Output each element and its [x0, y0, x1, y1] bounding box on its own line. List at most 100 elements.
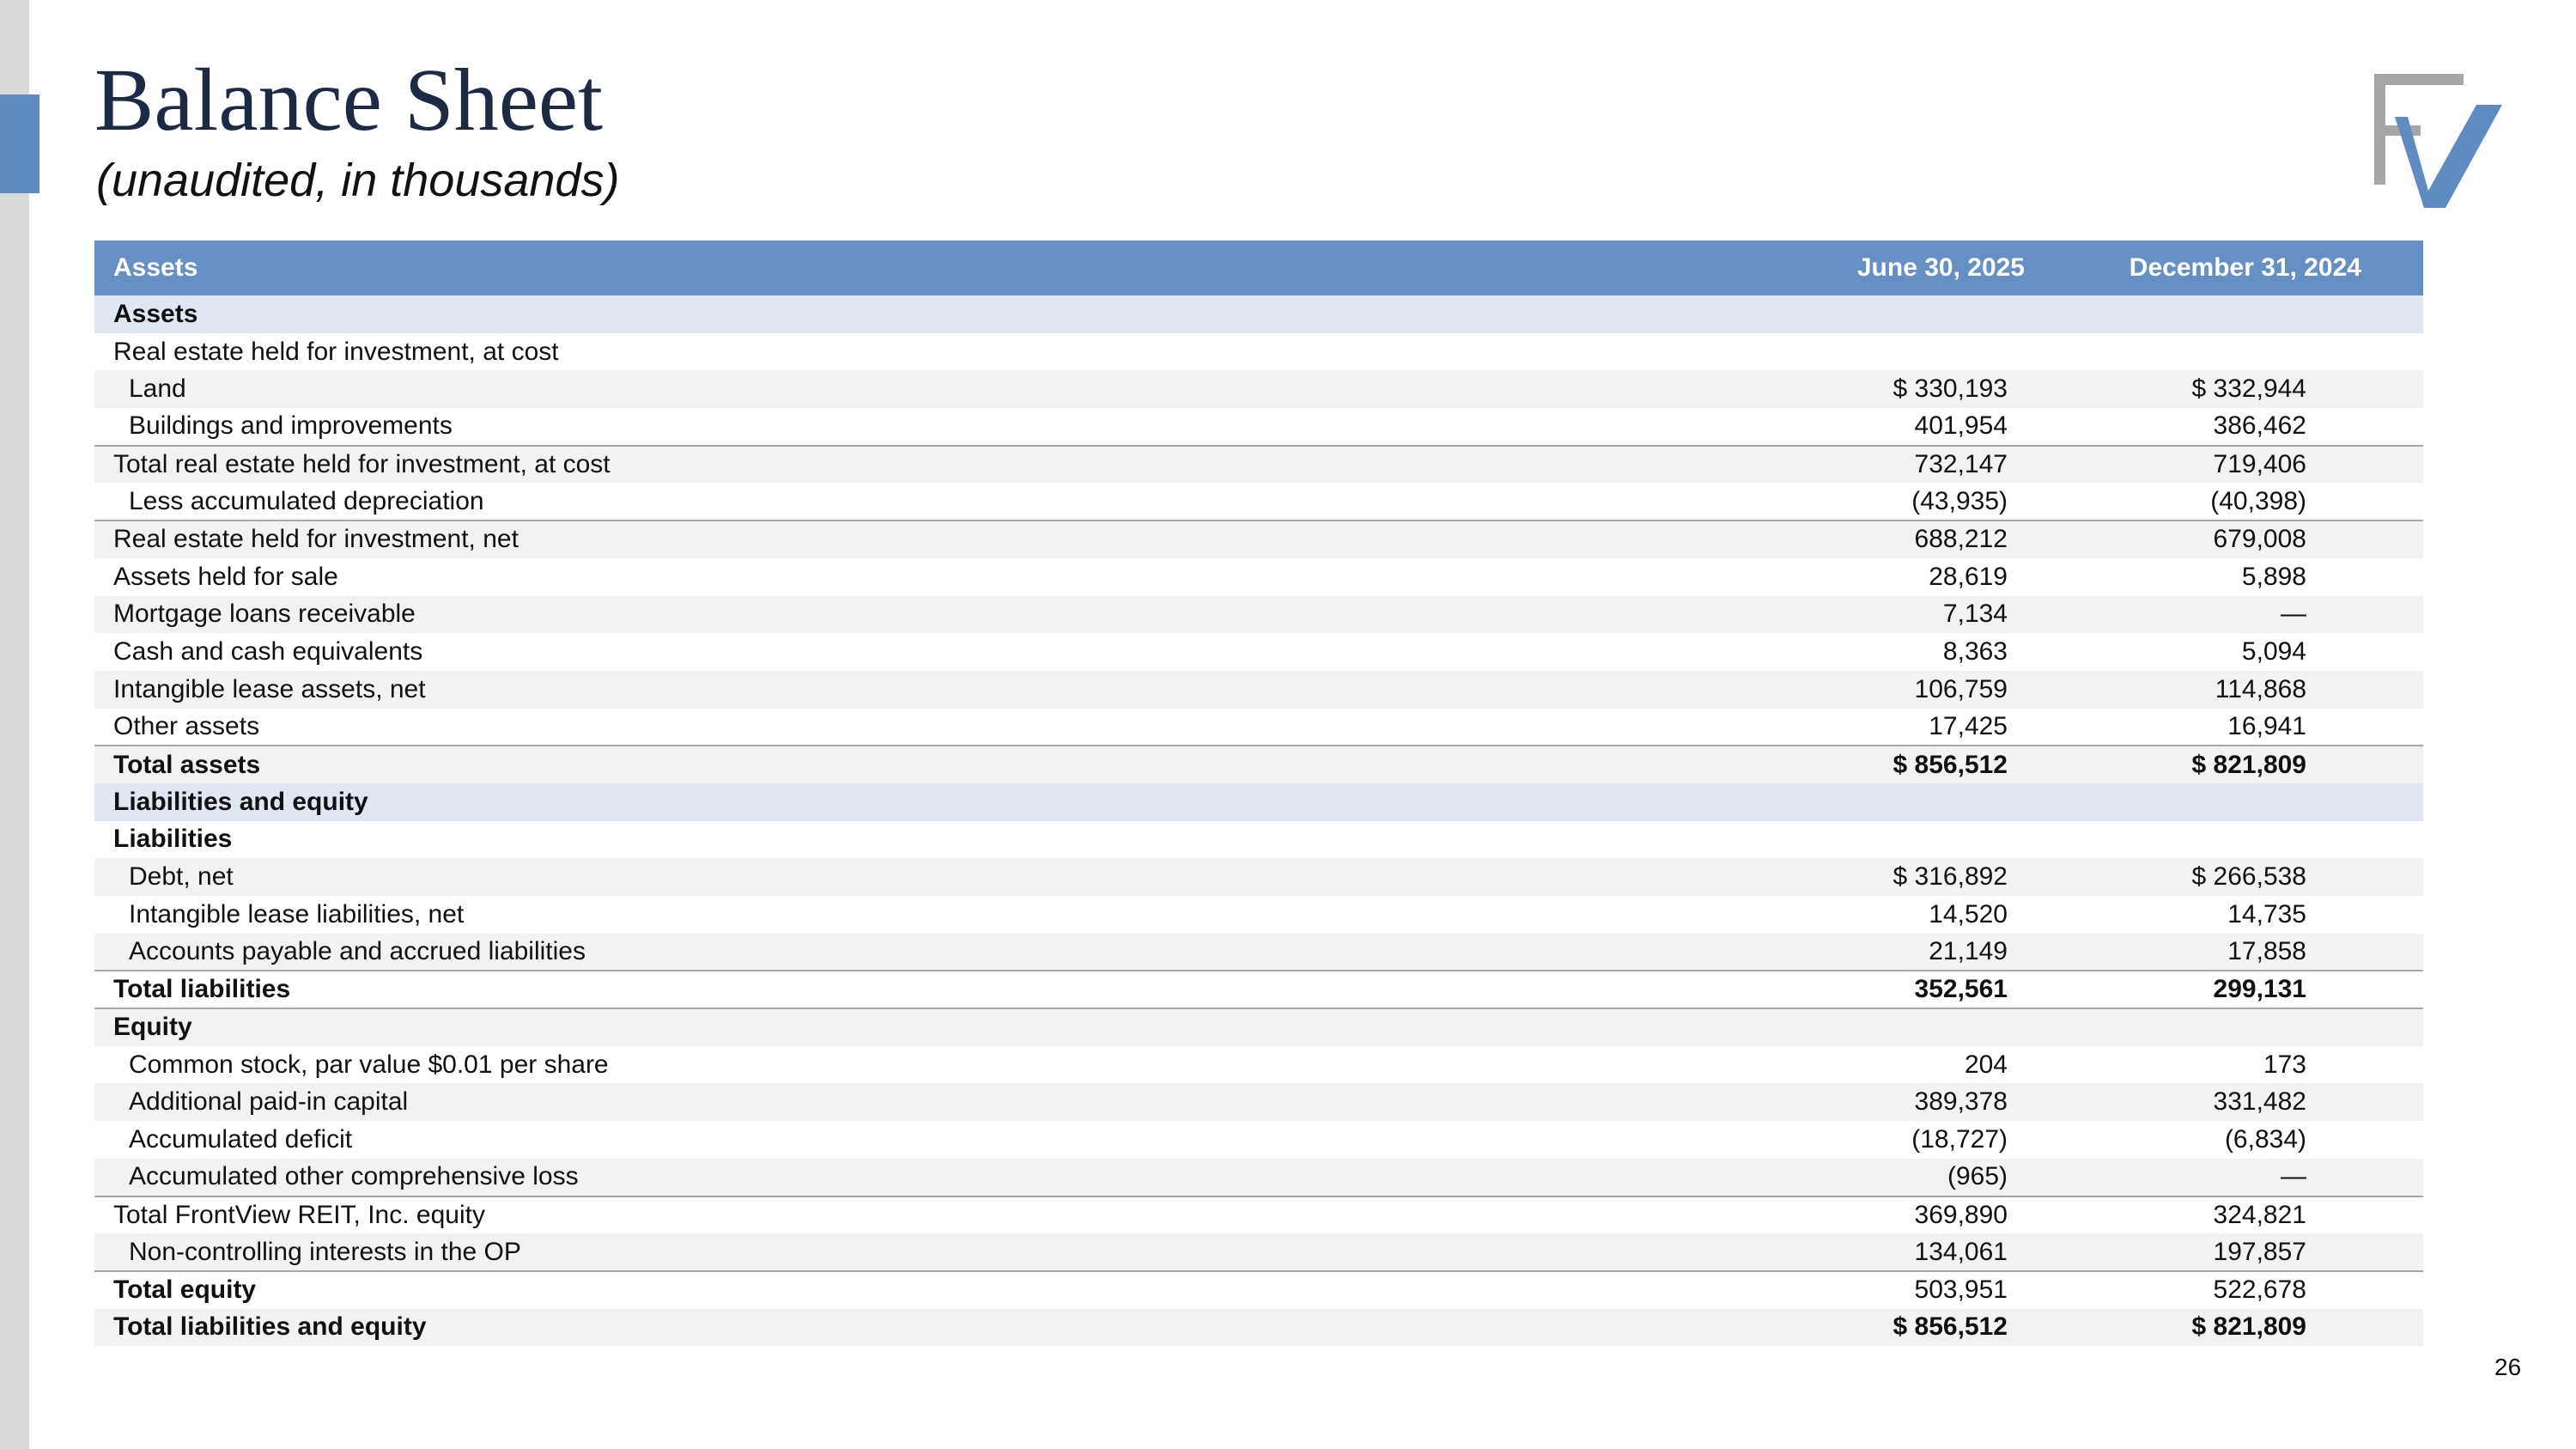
row-value-december-2024: $ 821,809: [2061, 745, 2423, 783]
page-subtitle: (unaudited, in thousands): [96, 155, 620, 206]
row-label: Assets held for sale: [113, 562, 338, 591]
row-label: Debt, net: [129, 862, 234, 892]
table-row: Real estate held for investment, at cost: [94, 332, 2423, 371]
row-value-june-2025: 14,520: [1929, 899, 2008, 928]
row-value-december-2024: [2061, 783, 2423, 821]
left-accent-bar: [0, 94, 39, 193]
row-value-june-2025: 28,619: [1929, 562, 2008, 591]
row-label: Total equity: [94, 1269, 1717, 1309]
row-label: Other assets: [113, 711, 260, 740]
row-value-december-2024: 679,008: [2061, 520, 2423, 558]
row-value-june-2025: [1717, 295, 2061, 333]
row-label: Non-controlling interests in the OP: [129, 1237, 521, 1266]
row-label: Total real estate held for investment, a…: [94, 444, 1717, 484]
row-value-december-2024: 114,868: [2215, 674, 2306, 703]
row-value-june-2025: 106,759: [1914, 674, 2008, 703]
row-value-december-2024: —: [2281, 600, 2306, 629]
row-value-december-2024: 299,131: [2061, 970, 2423, 1009]
row-value-june-2025: (965): [1947, 1162, 2008, 1191]
row-value-june-2025: [1717, 333, 2061, 371]
table-row: Land $ 330,193 $ 332,944: [94, 370, 2423, 409]
section-row-liabilities-and-equity: Liabilities and equity: [94, 782, 2423, 821]
column-header-label: Assets: [113, 253, 198, 282]
row-label: Additional paid-in capital: [129, 1087, 409, 1117]
row-label: Common stock, par value $0.01 per share: [129, 1050, 609, 1079]
row-value-june-2025: 369,890: [1717, 1195, 2061, 1234]
row-label: Total liabilities: [94, 970, 1717, 1009]
row-value-december-2024: 5,898: [2241, 562, 2306, 591]
row-label: Intangible lease liabilities, net: [129, 899, 465, 928]
row-value-june-2025: [1717, 783, 2061, 821]
row-value-june-2025: $ 330,193: [1893, 374, 2008, 404]
row-value-december-2024: 17,858: [2227, 937, 2306, 966]
row-label: Total liabilities and equity: [113, 1312, 427, 1342]
row-label: Land: [129, 374, 186, 404]
row-value-december-2024: [2061, 1008, 2423, 1046]
subtotal-row: Total FrontView REIT, Inc. equity 369,89…: [94, 1195, 2423, 1234]
table-row: Less accumulated depreciation (43,935) (…: [94, 483, 2423, 521]
balance-sheet-table: Assets June 30, 2025 December 31, 2024 A…: [94, 240, 2423, 1347]
row-value-june-2025: 503,951: [1717, 1269, 2061, 1309]
table-row: Accumulated deficit (18,727) (6,834): [94, 1121, 2423, 1159]
left-rail-decoration: [0, 0, 29, 1449]
total-row-liabilities-and-equity: Total liabilities and equity $ 856,512 $…: [94, 1308, 2423, 1347]
row-value-december-2024: 719,406: [2061, 444, 2423, 484]
total-row-liabilities: Total liabilities 352,561 299,131: [94, 970, 2423, 1009]
row-value-december-2024: 5,094: [2241, 637, 2306, 667]
table-row: Additional paid-in capital 389,378 331,4…: [94, 1083, 2423, 1122]
row-value-december-2024: —: [2281, 1162, 2306, 1191]
row-label: Cash and cash equivalents: [113, 637, 423, 667]
row-value-june-2025: 134,061: [1914, 1237, 2008, 1266]
table-row: Other assets 17,425 16,941: [94, 708, 2423, 746]
row-label: Equity: [94, 1008, 1717, 1046]
row-value-december-2024: [2061, 821, 2423, 859]
row-label: Less accumulated depreciation: [129, 486, 484, 515]
row-value-december-2024: (6,834): [2224, 1124, 2306, 1154]
subsection-row-equity: Equity: [94, 1008, 2423, 1046]
subtotal-row: Real estate held for investment, net 688…: [94, 520, 2423, 558]
row-value-june-2025: (43,935): [1911, 486, 2008, 515]
table-row: Buildings and improvements 401,954 386,4…: [94, 408, 2423, 446]
table-row: Intangible lease liabilities, net 14,520…: [94, 896, 2423, 934]
row-label: Accumulated other comprehensive loss: [129, 1162, 579, 1191]
table-row: Common stock, par value $0.01 per share …: [94, 1045, 2423, 1084]
row-label: Intangible lease assets, net: [113, 674, 426, 703]
row-label: Total assets: [94, 745, 1717, 783]
table-row: Accounts payable and accrued liabilities…: [94, 933, 2423, 971]
row-label: Real estate held for investment, net: [94, 520, 1717, 558]
total-row-assets: Total assets $ 856,512 $ 821,809: [94, 745, 2423, 783]
subtotal-row: Total real estate held for investment, a…: [94, 444, 2423, 484]
row-label: Real estate held for investment, at cost: [113, 337, 559, 366]
section-row-assets: Assets: [94, 295, 2423, 333]
row-label: Accounts payable and accrued liabilities: [129, 937, 586, 966]
column-header-june-2025: June 30, 2025: [1856, 253, 2025, 282]
row-value-december-2024: 522,678: [2061, 1269, 2423, 1309]
row-value-june-2025: 204: [1964, 1050, 2008, 1079]
row-value-december-2024: $ 821,809: [2191, 1312, 2306, 1342]
row-value-december-2024: 173: [2263, 1050, 2306, 1079]
row-label: Liabilities: [113, 825, 233, 854]
row-value-december-2024: 197,857: [2213, 1237, 2306, 1266]
row-value-december-2024: $ 332,944: [2191, 374, 2306, 404]
table-row: Non-controlling interests in the OP 134,…: [94, 1233, 2423, 1271]
row-value-june-2025: 8,363: [1942, 637, 2008, 667]
page-number: 26: [2494, 1354, 2522, 1380]
row-value-december-2024: (40,398): [2210, 486, 2306, 515]
row-value-december-2024: 331,482: [2213, 1087, 2306, 1117]
table-row: Intangible lease assets, net 106,759 114…: [94, 670, 2423, 709]
table-row: Assets held for sale 28,619 5,898: [94, 557, 2423, 596]
row-value-june-2025: 401,954: [1914, 411, 2008, 441]
row-value-june-2025: 732,147: [1717, 444, 2061, 484]
row-value-june-2025: 389,378: [1914, 1087, 2008, 1117]
row-value-december-2024: 16,941: [2227, 711, 2306, 740]
subsection-row-liabilities: Liabilities: [94, 820, 2423, 859]
row-value-june-2025: 21,149: [1929, 937, 2008, 966]
row-value-june-2025: 7,134: [1942, 600, 2008, 629]
row-label: Total FrontView REIT, Inc. equity: [94, 1195, 1717, 1234]
total-row-equity: Total equity 503,951 522,678: [94, 1269, 2423, 1309]
row-label: Accumulated deficit: [129, 1124, 353, 1154]
row-value-june-2025: $ 316,892: [1893, 862, 2008, 892]
column-header-december-2024: December 31, 2024: [2129, 253, 2361, 282]
page-title: Balance Sheet: [94, 51, 603, 149]
row-value-december-2024: 386,462: [2213, 411, 2306, 441]
